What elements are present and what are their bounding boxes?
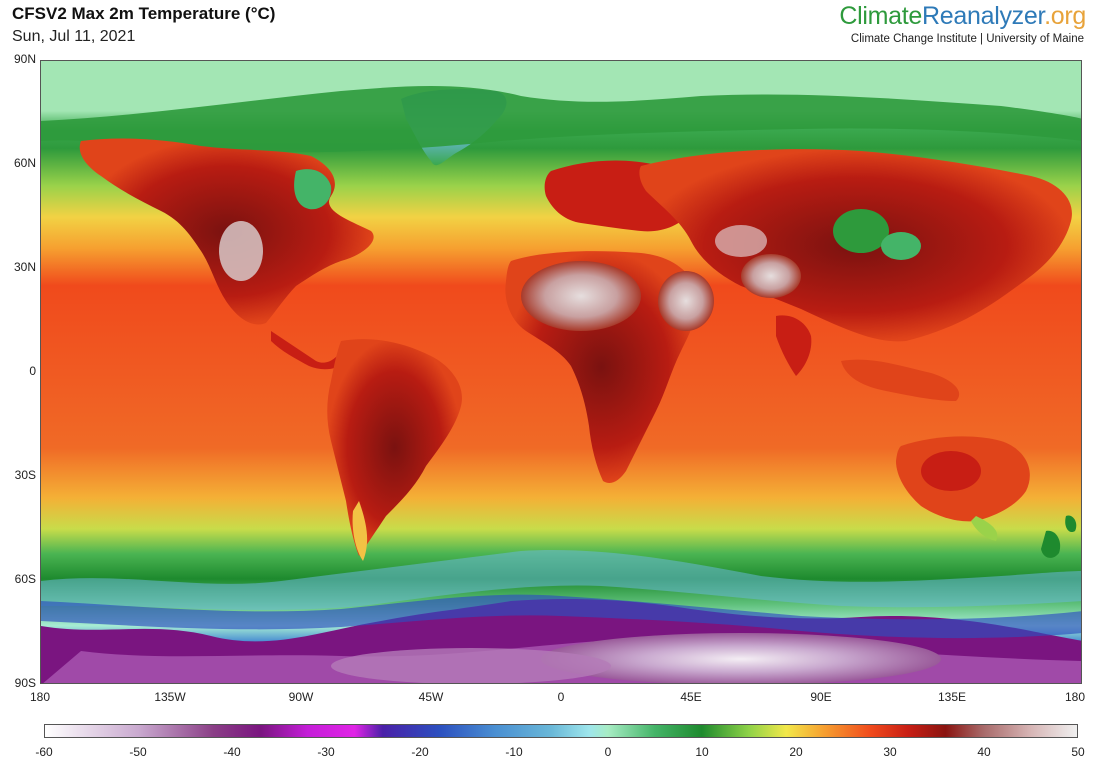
lat-label-30n: 30N [13, 260, 36, 274]
map-date: Sun, Jul 11, 2021 [12, 28, 136, 45]
brand-logo-part-reanalyzer: Reanalyzer [922, 2, 1045, 30]
temperature-map[interactable] [40, 60, 1082, 684]
lat-label-30s: 30S [14, 468, 36, 482]
colorbar-tick-label: 20 [789, 745, 803, 759]
lon-label-45e: 45E [680, 690, 702, 704]
colorbar-tick-label: -40 [223, 745, 241, 759]
colorbar-tick-label: -30 [317, 745, 335, 759]
lat-label-60n: 60N [13, 156, 36, 170]
map-title: CFSV2 Max 2m Temperature (°C) [12, 4, 276, 23]
lon-label-180w: 180 [29, 690, 51, 704]
lat-label-90n: 90N [13, 52, 36, 66]
colorbar-tick-label: 0 [604, 745, 612, 759]
lat-label-60s: 60S [14, 572, 36, 586]
colorbar-tick-label: 30 [883, 745, 897, 759]
temperature-map-svg [41, 61, 1081, 683]
lon-label-90e: 90E [810, 690, 832, 704]
brand-logo-part-climate: Climate [839, 2, 923, 30]
lon-label-135w: 135W [154, 690, 186, 704]
brand-logo-part-org: .org [1044, 2, 1086, 30]
brand-logo[interactable]: ClimateReanalyzer.org [839, 2, 1086, 31]
lat-label-90s: 90S [14, 676, 36, 690]
lon-label-90w: 90W [288, 690, 314, 704]
colorbar-tick-label: -50 [129, 745, 147, 759]
colorbar-tick-label: -20 [411, 745, 429, 759]
institute-credit: Climate Change Institute | University of… [850, 33, 1084, 45]
colorbar-tick-label: -60 [35, 745, 53, 759]
colorbar-tick-label: 40 [977, 745, 991, 759]
lat-label-equator: 0 [29, 364, 36, 378]
lon-label-45w: 45W [418, 690, 444, 704]
colorbar-tick-label: 50 [1071, 745, 1085, 759]
temperature-colorbar [44, 724, 1078, 738]
colorbar-tick-label: -10 [505, 745, 523, 759]
colorbar-tick-label: 10 [695, 745, 709, 759]
lon-label-135e: 135E [937, 690, 967, 704]
lon-label-180e: 180 [1064, 690, 1086, 704]
lon-label-0: 0 [557, 690, 565, 704]
